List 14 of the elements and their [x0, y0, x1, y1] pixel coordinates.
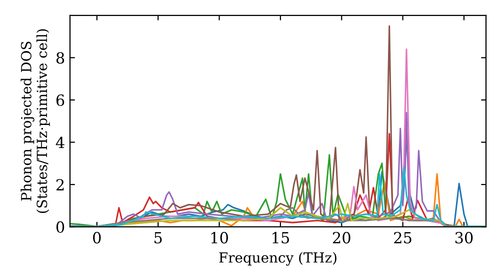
x-tick-label: 15 — [272, 232, 289, 244]
x-tick-label: 10 — [211, 232, 228, 244]
y-tick-label: 4 — [56, 136, 64, 148]
x-tick-label: 0 — [93, 232, 101, 244]
y-tick-label: 2 — [56, 178, 64, 190]
x-axis-title: Frequency (THz) — [219, 252, 336, 266]
x-tick-label: 20 — [332, 232, 350, 244]
y-tick-label: 0 — [56, 221, 64, 233]
x-tick-label: 30 — [455, 232, 473, 244]
y-axis-title: Phonon projected DOS (States/THz·primitive cell) — [20, 29, 50, 213]
y-tick-label: 8 — [56, 52, 64, 64]
x-tick-label: 5 — [154, 232, 162, 244]
y-tick-label: 6 — [56, 94, 64, 106]
x-tick-label: 25 — [394, 232, 412, 244]
